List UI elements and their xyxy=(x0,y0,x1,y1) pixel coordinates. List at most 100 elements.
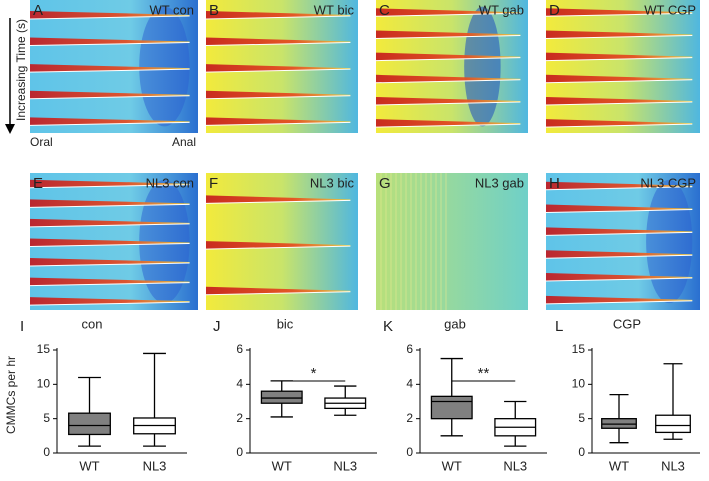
box xyxy=(655,414,691,434)
heatmap-streak-edge xyxy=(205,68,351,73)
y-tick-label: 0 xyxy=(43,445,50,459)
heatmap-streak xyxy=(206,90,351,99)
box xyxy=(601,418,637,429)
panel-letter: G xyxy=(379,175,391,192)
heatmap-blue-region xyxy=(139,6,190,127)
panel-label: NL3 CGP xyxy=(640,175,696,190)
panel-letter: J xyxy=(213,318,221,335)
heatmap-streak xyxy=(376,52,521,61)
heatmap-streak xyxy=(206,241,351,250)
panel-letter: L xyxy=(555,318,563,335)
time-axis-label: Increasing Time (s) xyxy=(14,19,28,121)
x-tick-label: WT xyxy=(442,458,462,473)
heatmap-streak-edge xyxy=(29,242,190,247)
panel-letter: K xyxy=(383,318,393,335)
heatmap-streak-edge xyxy=(545,300,693,305)
heatmap-background xyxy=(546,0,700,133)
heatmap-streak-edge xyxy=(545,231,693,236)
heatmap-streak-edge xyxy=(545,34,693,39)
panel-label: NL3 bic xyxy=(310,175,355,190)
heatmap-streak-edge xyxy=(29,42,190,47)
heatmap-streak-edge xyxy=(545,254,693,259)
heatmap-streak xyxy=(546,295,693,304)
heatmap-streak-edge xyxy=(545,12,693,17)
panel-letter: D xyxy=(549,2,560,19)
panel-letter: B xyxy=(209,2,219,19)
heatmap-streak xyxy=(546,96,693,105)
heatmap-streak-edge xyxy=(545,101,693,106)
heatmap-streak xyxy=(30,258,190,267)
heatmap-streak xyxy=(30,117,190,126)
heatmap-streak-edge xyxy=(545,209,693,214)
heatmap-streak xyxy=(30,90,190,99)
heatmap-streak xyxy=(206,117,351,126)
heatmap-streak xyxy=(546,181,693,190)
heatmap-streak-edge xyxy=(375,123,521,128)
heatmap-streak-edge xyxy=(29,68,190,73)
oral-label: Oral xyxy=(30,135,53,149)
heatmap-streak-edge xyxy=(545,277,693,282)
y-axis-label: CMMCs per hr xyxy=(4,356,18,434)
y-tick-label: 4 xyxy=(406,377,413,391)
heatmap-streak xyxy=(30,64,190,73)
x-tick-label: NL3 xyxy=(333,458,357,473)
heatmap-streak xyxy=(546,227,693,236)
panel-label: NL3 con xyxy=(146,175,194,190)
y-tick-label: 6 xyxy=(406,342,413,356)
heatmap-streak-edge xyxy=(29,184,190,189)
y-tick-label: 6 xyxy=(236,342,243,356)
x-tick-label: WT xyxy=(79,458,99,473)
heatmap-background xyxy=(376,173,528,310)
heatmap-streak-edge xyxy=(29,15,190,20)
heatmap-streak xyxy=(376,8,521,17)
heatmap-streak-edge xyxy=(375,12,521,17)
heatmap-streak xyxy=(206,195,351,204)
heatmap-streak xyxy=(206,10,351,19)
y-tick-label: 0 xyxy=(578,445,585,459)
heatmap-streak xyxy=(30,277,190,286)
heatmap-streak-edge xyxy=(205,199,351,204)
y-tick-label: 15 xyxy=(572,342,586,356)
heatmap-streak-edge xyxy=(29,203,190,208)
heatmap-blue-region xyxy=(646,179,693,304)
x-tick-label: NL3 xyxy=(503,458,527,473)
panel-label: WT bic xyxy=(314,2,355,17)
x-tick-label: NL3 xyxy=(143,458,167,473)
heatmap-streak-edge xyxy=(29,223,190,228)
y-tick-label: 4 xyxy=(236,377,243,391)
heatmap-streak xyxy=(546,273,693,282)
box xyxy=(430,395,473,420)
box-title: gab xyxy=(444,316,466,331)
heatmap-streak xyxy=(546,30,693,39)
heatmap-streak xyxy=(376,96,521,105)
significance: * xyxy=(311,365,317,382)
y-tick-label: 15 xyxy=(37,342,51,356)
heatmap-streak-edge xyxy=(545,57,693,62)
heatmap-streak xyxy=(546,119,693,128)
panel-letter: E xyxy=(33,175,43,192)
heatmap-streak xyxy=(30,218,190,227)
heatmap-streak-edge xyxy=(205,95,351,100)
heatmap-streak xyxy=(546,52,693,61)
heatmap-streak-edge xyxy=(29,282,190,287)
y-tick-label: 10 xyxy=(37,377,51,391)
panel-letter: C xyxy=(379,2,390,19)
heatmap-blue-region xyxy=(139,179,190,304)
heatmap-streak xyxy=(30,199,190,208)
anal-label: Anal xyxy=(172,135,196,149)
panel-letter: A xyxy=(33,2,43,19)
heatmap-streak-edge xyxy=(29,262,190,267)
heatmap-streak xyxy=(30,238,190,247)
y-tick-label: 0 xyxy=(406,445,413,459)
heatmap-streak xyxy=(546,250,693,259)
heatmap-streak xyxy=(30,297,190,306)
y-tick-label: 0 xyxy=(236,445,243,459)
y-tick-label: 5 xyxy=(43,411,50,425)
box-title: con xyxy=(82,316,103,331)
heatmap-streak-edge xyxy=(205,42,351,47)
panel-label: WT con xyxy=(149,2,194,17)
box-title: bic xyxy=(277,316,294,331)
heatmap-streak xyxy=(376,119,521,128)
heatmap-streak-edge xyxy=(545,123,693,128)
